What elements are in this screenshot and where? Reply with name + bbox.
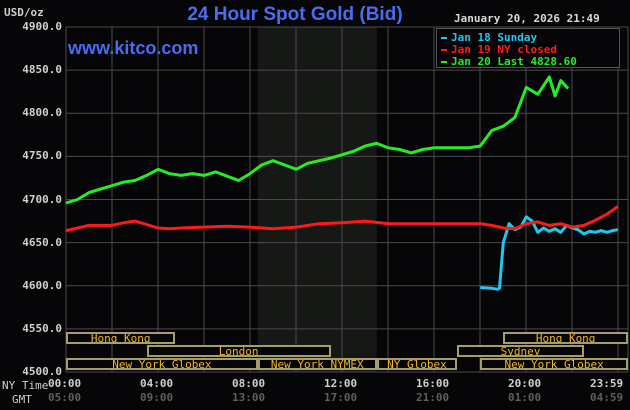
y-tick-label: 4500.0 [22,365,62,378]
legend-label: Jan 20 Last 4828.60 [451,55,577,68]
session-bar-new-york-nymex: New York NYMEX [257,358,377,370]
x-tick-ny: 00:00 [48,377,82,390]
legend-item-jan20: Jan 20 Last 4828.60 [441,55,577,68]
y-tick-label: 4700.0 [22,192,62,206]
legend-label: Jan 18 Sunday [451,31,538,44]
x-tick-gmt: 05:00 [48,391,82,404]
y-tick-label: 4650.0 [22,235,62,249]
y-tick-label: 4900.0 [22,20,62,33]
website-watermark[interactable]: www.kitco.com [68,38,199,58]
legend-swatch-icon [441,61,447,63]
y-tick-label: 4550.0 [22,321,62,335]
x-tick-gmt: 17:00 [324,391,358,404]
x-tick-ny: 04:00 [140,377,174,390]
chart-datetime: January 20, 2026 21:49 [454,12,600,25]
x-tick-ny: 12:00 [324,377,358,390]
session-bar-hong-kong: Hong Kong [503,332,628,344]
x-tick-gmt: 01:00 [508,391,542,404]
x-tick-gmt: 09:00 [140,391,174,404]
x-tick-gmt: 13:00 [232,391,266,404]
gmt-label: GMT [12,393,32,406]
x-tick-ny: 16:00 [416,377,450,390]
session-bar-ny-globex: NY Globex [376,358,458,370]
x-tick-ny: 23:59 [590,377,624,390]
legend: Jan 18 Sunday Jan 19 NY closed Jan 20 La… [436,28,620,68]
series-line-2 [65,75,570,205]
session-bar-london: London [146,345,331,357]
x-tick-gmt: 04:59 [590,391,624,404]
session-bar-new-york-globex: New York Globex [66,358,258,370]
y-tick-label: 4850.0 [22,63,62,77]
session-bar-hong-kong: Hong Kong [66,332,176,344]
x-tick-gmt: 21:00 [416,391,450,404]
chart-title-text: 24 Hour Spot Gold (Bid) [187,4,403,25]
ny-time-label: NY Time [2,379,49,392]
series-line-1 [65,205,619,233]
series-line-0 [480,215,619,291]
legend-item-jan18: Jan 18 Sunday [441,31,537,44]
y-tick-label: 4750.0 [22,149,62,163]
legend-swatch-icon [441,37,447,39]
legend-swatch-icon [441,49,447,51]
chart-title: 24 Hour Spot Gold (Bid) [0,4,630,26]
y-tick-label: 4600.0 [22,278,62,292]
y-tick-label: 4800.0 [22,106,62,120]
y-axis-unit: USD/oz [4,6,44,19]
legend-label: Jan 19 NY closed [451,43,557,56]
session-bar-sydney: Sydney [457,345,584,357]
x-tick-ny: 20:00 [508,377,542,390]
legend-item-jan19: Jan 19 NY closed [441,43,557,56]
x-tick-ny: 08:00 [232,377,266,390]
session-bar-new-york-globex: New York Globex [480,358,628,370]
